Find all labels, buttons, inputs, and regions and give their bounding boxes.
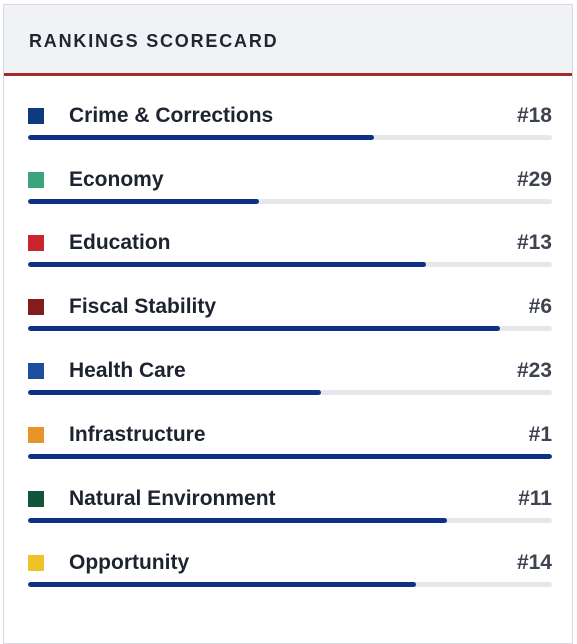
ranking-row-crime-corrections: Crime & Corrections #18 — [28, 102, 552, 142]
ranking-bar-track — [28, 199, 552, 204]
ranking-row-economy: Economy #29 — [28, 166, 552, 206]
category-color-swatch — [28, 555, 44, 571]
ranking-row-fiscal-stability: Fiscal Stability #6 — [28, 293, 552, 333]
ranking-bar-fill — [28, 390, 322, 395]
ranking-value: #1 — [528, 423, 552, 446]
ranking-bar-fill — [28, 454, 552, 459]
category-color-swatch — [28, 172, 44, 188]
ranking-label: Opportunity — [69, 551, 190, 574]
ranking-row-education: Education #13 — [28, 229, 552, 269]
category-color-swatch — [28, 363, 44, 379]
ranking-bar-track — [28, 454, 552, 459]
ranking-bar-fill — [28, 326, 500, 331]
ranking-label: Infrastructure — [69, 423, 206, 446]
ranking-row-health-care: Health Care #23 — [28, 357, 552, 397]
ranking-bar-fill — [28, 262, 427, 267]
ranking-value: #13 — [516, 231, 552, 254]
category-color-swatch — [28, 427, 44, 443]
ranking-bar-track — [28, 390, 552, 395]
ranking-row-opportunity: Opportunity #14 — [28, 549, 552, 589]
ranking-bar-fill — [28, 582, 416, 587]
ranking-value: #18 — [516, 104, 552, 127]
ranking-label: Crime & Corrections — [69, 104, 274, 127]
ranking-value: #6 — [528, 295, 552, 318]
ranking-label: Fiscal Stability — [69, 295, 217, 318]
ranking-label: Education — [69, 231, 171, 254]
category-color-swatch — [28, 108, 44, 124]
ranking-value: #23 — [516, 359, 552, 382]
ranking-bar-track — [28, 582, 552, 587]
ranking-bar-fill — [28, 199, 259, 204]
ranking-bar-fill — [28, 518, 448, 523]
card-title: RANKINGS SCORECARD — [29, 30, 279, 51]
ranking-label: Natural Environment — [69, 487, 276, 510]
category-color-swatch — [28, 299, 44, 315]
card-header: RANKINGS SCORECARD — [4, 5, 572, 76]
ranking-value: #14 — [516, 551, 552, 574]
ranking-row-infrastructure: Infrastructure #1 — [28, 421, 552, 461]
ranking-bar-track — [28, 262, 552, 267]
ranking-bar-fill — [28, 135, 374, 140]
ranking-bar-track — [28, 326, 552, 331]
ranking-bar-track — [28, 135, 552, 140]
category-color-swatch — [28, 235, 44, 251]
category-color-swatch — [28, 491, 44, 507]
ranking-row-natural-environment: Natural Environment #11 — [28, 485, 552, 525]
ranking-value: #11 — [518, 487, 552, 510]
ranking-label: Health Care — [69, 359, 186, 382]
rankings-scorecard-card: RANKINGS SCORECARD Crime & Corrections #… — [3, 4, 573, 644]
ranking-label: Economy — [69, 168, 164, 191]
ranking-bar-track — [28, 518, 552, 523]
ranking-value: #29 — [516, 168, 552, 191]
